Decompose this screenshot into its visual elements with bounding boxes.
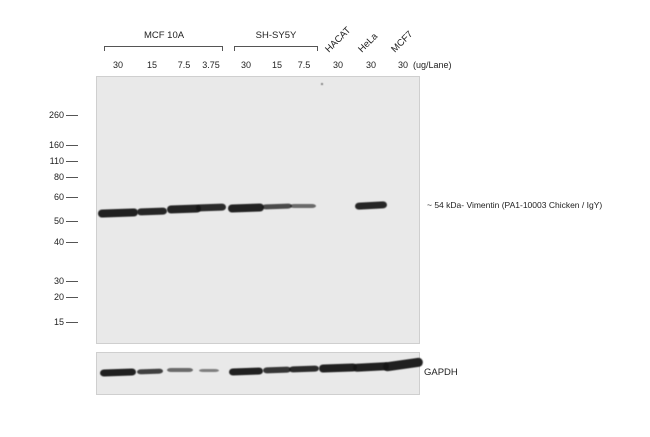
mw-tick-15 [66, 322, 78, 323]
gapdh-band [228, 366, 264, 376]
mw-tick-260 [66, 115, 78, 116]
mw-tick-50 [66, 221, 78, 222]
mw-tick-30 [66, 281, 78, 282]
mw-tick-20 [66, 297, 78, 298]
mw-label-30: 30 [53, 276, 64, 286]
mw-tick-110 [66, 161, 78, 162]
mw-label-40: 40 [53, 237, 64, 247]
mw-label-260: 260 [48, 110, 64, 120]
gapdh-band [318, 363, 358, 373]
mw-label-80: 80 [53, 172, 64, 182]
gapdh-band [288, 365, 320, 373]
lane-amount-2: 15 [146, 60, 158, 70]
group-label-mcf10a: MCF 10A [143, 30, 185, 41]
amount-unit-label: (ug/Lane) [413, 60, 452, 70]
gapdh-band [167, 368, 193, 372]
group-label-hela: HeLa [356, 31, 381, 55]
vimentin-band [97, 208, 139, 218]
mw-label-160: 160 [48, 140, 64, 150]
group-bracket-shsy5y [234, 46, 318, 51]
gapdh-label: GAPDH [424, 367, 458, 378]
gapdh-band [262, 366, 292, 374]
mw-label-50: 50 [53, 216, 64, 226]
group-label-hacat: HACAT [323, 24, 354, 55]
vimentin-band [321, 83, 323, 85]
lane-amount-6: 15 [271, 60, 283, 70]
vimentin-band [354, 200, 388, 210]
mw-label-110: 110 [49, 156, 64, 166]
group-bracket-mcf10a [104, 46, 223, 51]
vimentin-band [195, 202, 227, 212]
mw-tick-40 [66, 242, 78, 243]
mw-tick-60 [66, 197, 78, 198]
lane-amount-8: 30 [332, 60, 344, 70]
group-label-mcf7: MCF7 [389, 28, 416, 55]
group-label-shsy5y: SH-SY5Y [255, 30, 297, 41]
band-annotation: ~ 54 kDa- Vimentin (PA1-10003 Chicken / … [427, 200, 603, 210]
mw-tick-160 [66, 145, 78, 146]
vimentin-band [136, 206, 168, 216]
mw-label-20: 20 [53, 292, 64, 302]
gapdh-band [99, 367, 137, 377]
gapdh-band [136, 368, 164, 374]
mw-tick-80 [66, 177, 78, 178]
lane-amount-7: 7.5 [297, 60, 311, 70]
lane-amount-3: 7.5 [177, 60, 191, 70]
vimentin-band [261, 202, 293, 210]
vimentin-band [290, 204, 316, 208]
vimentin-band [227, 203, 265, 213]
mw-label-60: 60 [53, 192, 64, 202]
mw-label-15: 15 [53, 317, 64, 327]
lane-amount-9: 30 [365, 60, 377, 70]
lane-amount-10: 30 [397, 60, 409, 70]
lane-amount-4: 3.75 [202, 60, 220, 70]
lane-amount-1: 30 [112, 60, 124, 70]
lane-amount-5: 30 [240, 60, 252, 70]
gapdh-band [199, 368, 219, 372]
